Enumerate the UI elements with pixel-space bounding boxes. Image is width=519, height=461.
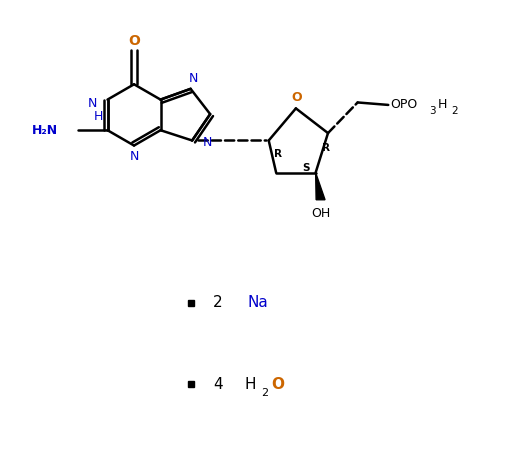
Text: N: N <box>188 72 198 85</box>
Text: R: R <box>274 149 282 160</box>
Text: H₂N: H₂N <box>32 124 58 137</box>
Text: 4: 4 <box>213 377 223 392</box>
Text: 2: 2 <box>213 295 223 310</box>
Text: H: H <box>438 98 447 112</box>
Text: 2: 2 <box>262 388 268 398</box>
Text: OPO: OPO <box>391 98 418 112</box>
Text: R: R <box>322 143 330 153</box>
Text: H: H <box>94 110 103 124</box>
Text: O: O <box>292 91 302 104</box>
Text: OH: OH <box>311 207 330 220</box>
Text: H: H <box>244 377 256 392</box>
Text: O: O <box>128 34 140 48</box>
Polygon shape <box>316 172 325 200</box>
Text: N: N <box>129 150 139 163</box>
Text: N: N <box>203 136 212 149</box>
Text: N: N <box>87 97 97 110</box>
Text: S: S <box>302 163 309 173</box>
Text: O: O <box>271 377 284 392</box>
Text: Na: Na <box>247 295 268 310</box>
Text: 2: 2 <box>451 106 458 116</box>
Text: 3: 3 <box>429 106 435 116</box>
